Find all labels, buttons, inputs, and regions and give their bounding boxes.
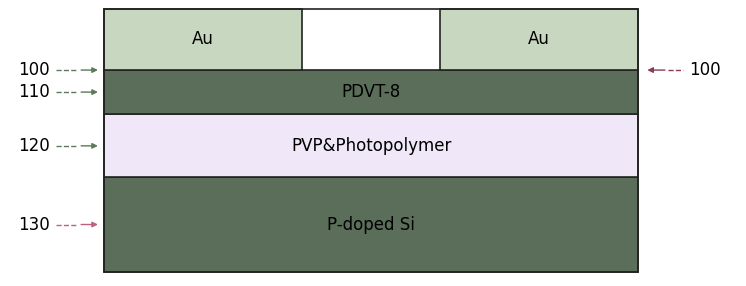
Bar	[104, 9, 302, 70]
Text: Au: Au	[528, 30, 550, 48]
Text: PVP&Photopolymer: PVP&Photopolymer	[291, 137, 451, 155]
Text: 120: 120	[18, 137, 49, 155]
Text: P-doped Si: P-doped Si	[327, 216, 415, 233]
Bar	[104, 177, 638, 272]
Text: 110: 110	[18, 83, 49, 101]
Text: 100: 100	[18, 61, 49, 79]
Text: 100: 100	[689, 61, 721, 79]
Text: PDVT-8: PDVT-8	[342, 83, 401, 101]
Bar	[104, 9, 638, 272]
Bar	[104, 114, 638, 177]
Text: 130: 130	[18, 216, 49, 233]
Bar	[104, 70, 638, 114]
Text: Au: Au	[192, 30, 214, 48]
Bar	[440, 9, 638, 70]
